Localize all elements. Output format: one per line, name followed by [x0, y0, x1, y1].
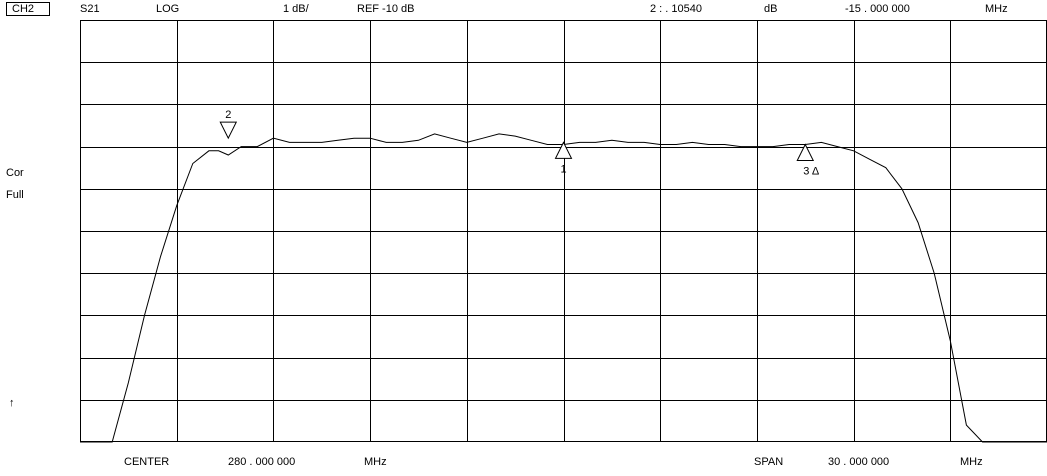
averaging-label: Full: [6, 189, 24, 201]
marker-3-label: 3 Δ: [803, 165, 820, 177]
trace-line: [80, 133, 1047, 443]
marker-2-icon: [219, 121, 238, 140]
marker-1-icon: [554, 141, 573, 159]
channel-box: [6, 2, 50, 16]
span-value: 30 . 000 000: [828, 456, 890, 468]
marker-1-label: 1: [560, 163, 566, 175]
trace: [80, 133, 1047, 443]
reference-label: REF -10 dB: [357, 3, 415, 15]
reference-pointer-icon: ↑: [9, 397, 15, 409]
format-label: LOG: [156, 3, 180, 15]
channel-label: CH2: [12, 3, 35, 15]
graticule: [80, 20, 1047, 442]
correction-label: Cor: [6, 167, 24, 179]
center-label: CENTER: [124, 456, 170, 468]
markers: 1 2 3 Δ: [219, 109, 820, 177]
parameter-label: S21: [80, 3, 100, 15]
marker-readout-frequency-unit: MHz: [985, 3, 1008, 15]
marker-readout-frequency: -15 . 000 000: [845, 3, 910, 15]
center-unit: MHz: [364, 456, 387, 468]
marker-3-icon: [796, 143, 815, 161]
marker-readout-unit: dB: [764, 3, 778, 15]
scale-label: 1 dB/: [283, 3, 309, 15]
span-label: SPAN: [754, 456, 784, 468]
span-unit: MHz: [960, 456, 983, 468]
marker-readout-value: 2 : . 10540: [650, 3, 702, 15]
center-value: 280 . 000 000: [228, 456, 296, 468]
marker-2-label: 2: [225, 109, 231, 121]
